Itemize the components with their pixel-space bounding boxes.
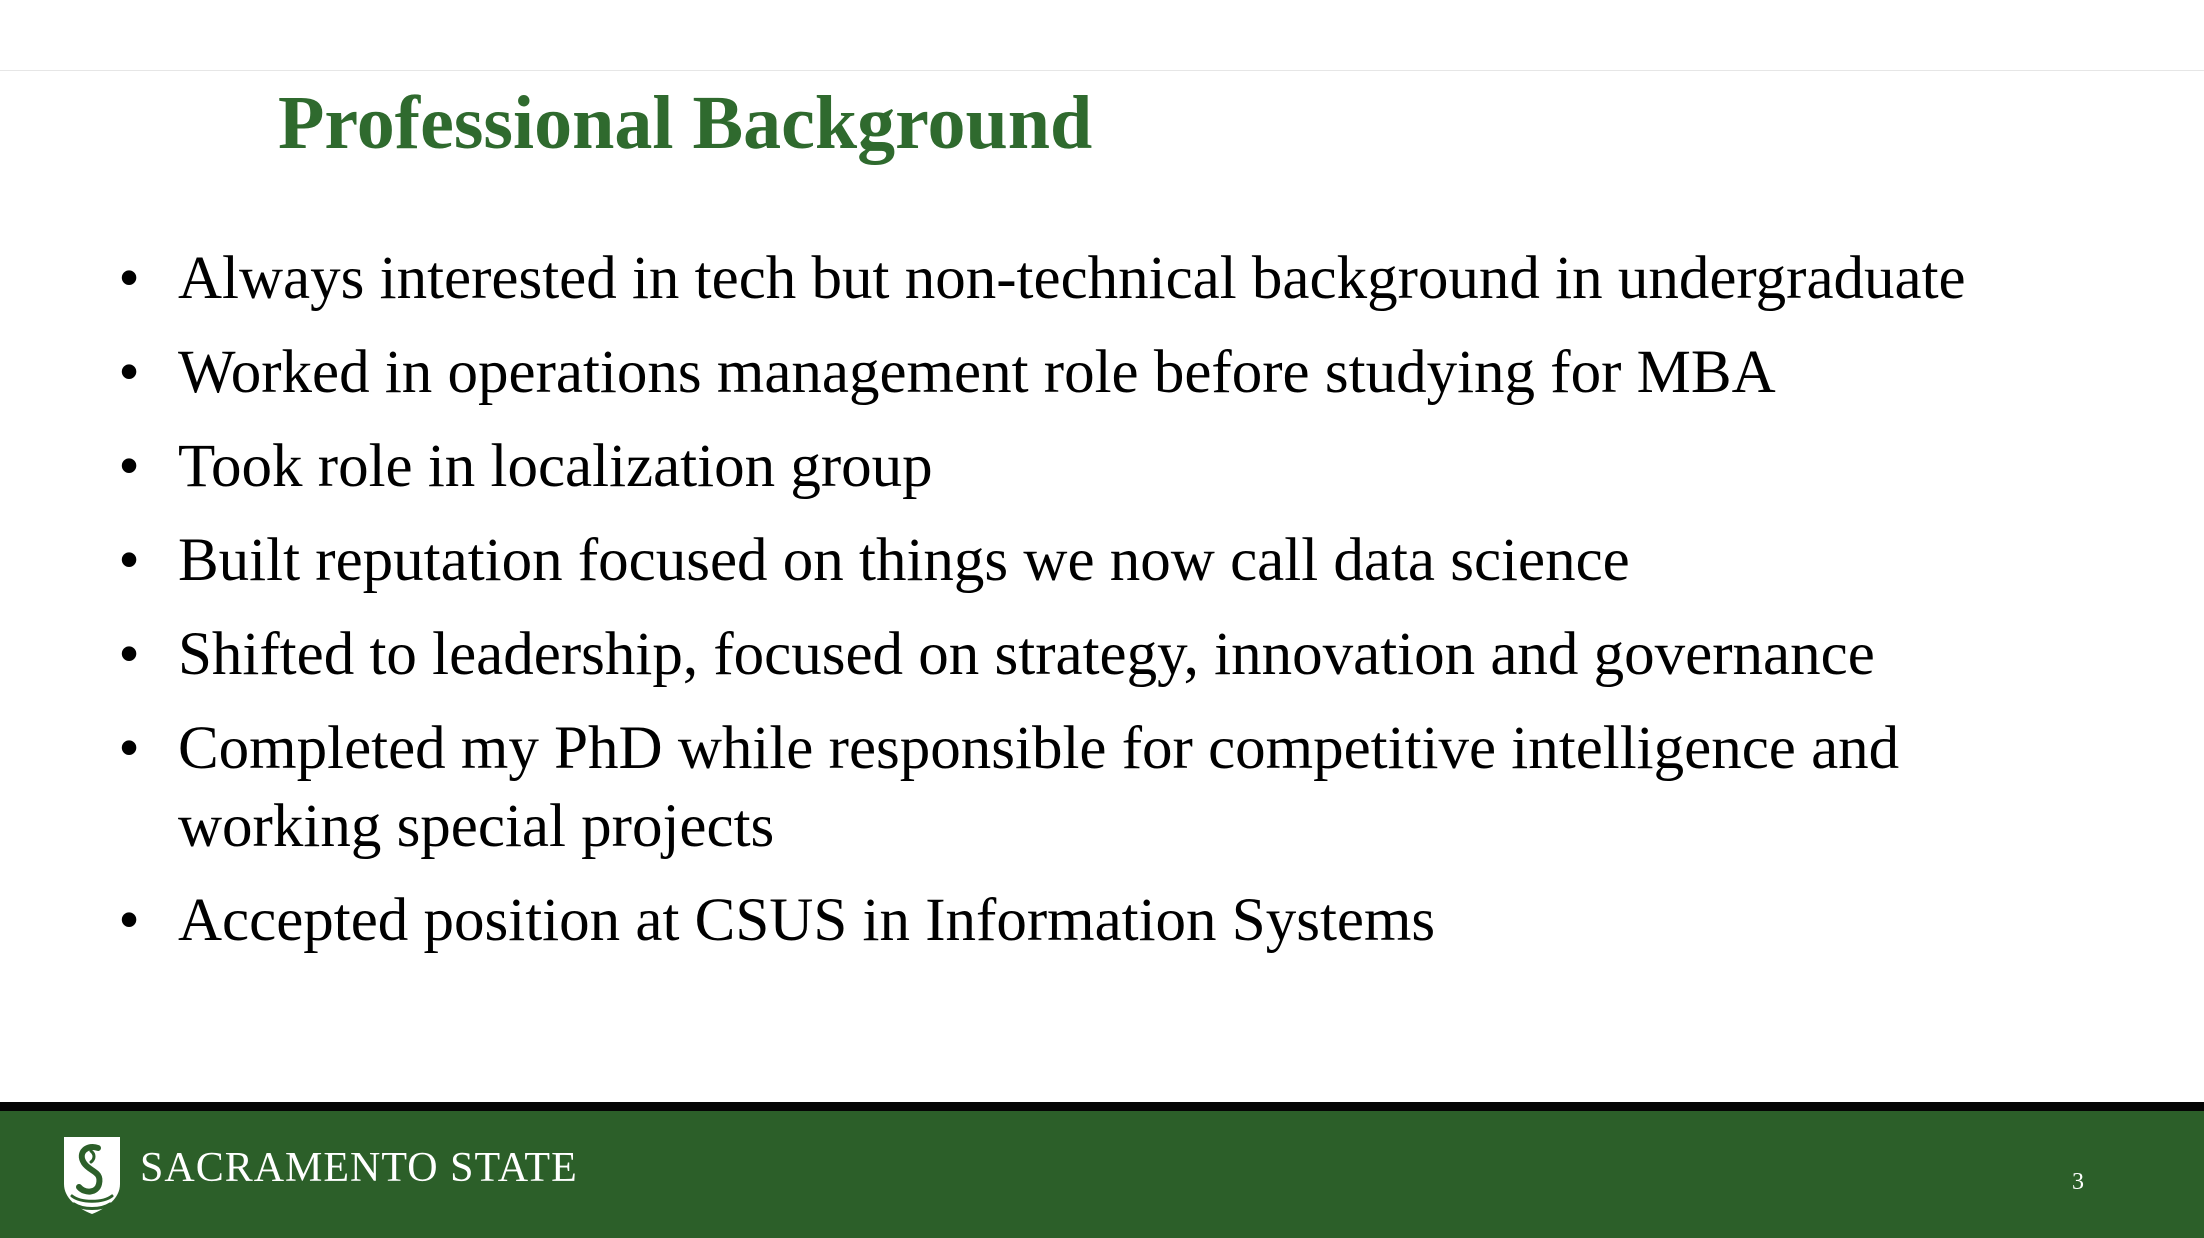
bullet-text: Built reputation focused on things we no… — [178, 527, 1630, 594]
bullet-text: Worked in operations management role bef… — [178, 339, 1776, 406]
bullet-item: • Completed my PhD while responsible for … — [0, 710, 2078, 866]
bullet-text: Accepted position at CSUS in Information… — [178, 887, 1436, 954]
bullet-text: Always interested in tech but non-techni… — [178, 245, 1966, 312]
slide-title: Professional Background — [278, 81, 1093, 165]
bullet-dot: • — [118, 527, 140, 594]
bullet-item: • Always interested in tech but non-techn… — [0, 240, 2078, 318]
bullet-item: • Took role in localization group — [0, 428, 2078, 506]
sacramento-state-logo: SACRAMENTO STATE — [56, 1132, 578, 1216]
footer-bar — [0, 1102, 2204, 1238]
bullet-dot: • — [118, 339, 140, 406]
bullet-dot: • — [118, 621, 140, 688]
bullet-text: Completed my PhD while responsible for c… — [178, 715, 1900, 860]
sacramento-state-wordmark: SACRAMENTO STATE — [140, 1145, 578, 1191]
bullet-item: • Worked in operations management role be… — [0, 334, 2078, 412]
bullet-dot: • — [118, 715, 140, 782]
sacramento-state-logo-icon — [64, 1137, 120, 1214]
bullet-list: • Always interested in tech but non-techn… — [0, 240, 2078, 976]
top-divider — [0, 70, 2204, 71]
page-number: 3 — [2072, 1169, 2084, 1195]
bullet-item: • Shifted to leadership, focused on strat… — [0, 616, 2078, 694]
bullet-text: Took role in localization group — [178, 433, 933, 500]
bullet-item: • Accepted position at CSUS in Informatio… — [0, 882, 2078, 960]
bullet-dot: • — [118, 887, 140, 954]
bullet-dot: • — [118, 433, 140, 500]
bullet-dot: • — [118, 245, 140, 312]
bullet-text: Shifted to leadership, focused on strate… — [178, 621, 1875, 688]
bullet-item: • Built reputation focused on things we n… — [0, 522, 2078, 600]
